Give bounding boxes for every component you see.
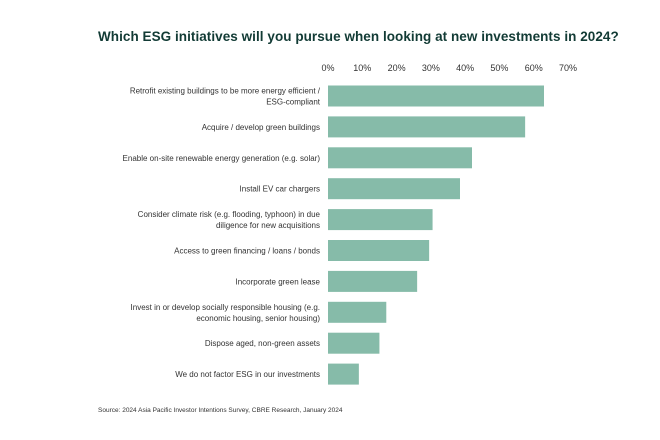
- bar: [328, 209, 433, 231]
- category-label-line: diligence for new acquisitions: [216, 221, 320, 230]
- category-label-line: Consider climate risk (e.g. flooding, ty…: [138, 210, 321, 219]
- category-label-line: economic housing, senior housing): [196, 314, 320, 323]
- x-tick-label: 0%: [321, 63, 334, 73]
- bar: [328, 363, 359, 385]
- x-tick-label: 70%: [559, 63, 577, 73]
- category-label: Dispose aged, non-green assets: [205, 339, 320, 348]
- bar: [328, 301, 387, 323]
- category-label: Acquire / develop green buildings: [202, 123, 320, 132]
- x-tick-label: 20%: [388, 63, 406, 73]
- x-tick-label: 60%: [525, 63, 543, 73]
- category-label-line: Incorporate green lease: [236, 277, 321, 286]
- category-label-line: Dispose aged, non-green assets: [205, 339, 320, 348]
- bar: [328, 116, 526, 138]
- bar: [328, 85, 544, 107]
- bar: [328, 147, 472, 169]
- category-label: Invest in or develop socially responsibl…: [131, 303, 321, 323]
- category-label-line: Retrofit existing buildings to be more e…: [130, 87, 321, 96]
- category-label: Incorporate green lease: [236, 277, 321, 286]
- bar: [328, 332, 380, 354]
- category-label: We do not factor ESG in our investments: [175, 370, 320, 379]
- category-label-line: Install EV car chargers: [240, 185, 320, 194]
- category-label: Consider climate risk (e.g. flooding, ty…: [138, 210, 321, 230]
- x-tick-label: 40%: [456, 63, 474, 73]
- bar: [328, 270, 418, 292]
- x-tick-label: 10%: [353, 63, 371, 73]
- x-tick-label: 30%: [422, 63, 440, 73]
- category-label: Retrofit existing buildings to be more e…: [130, 87, 321, 107]
- chart-title: Which ESG initiatives will you pursue wh…: [98, 29, 619, 44]
- chart-source-note: Source: 2024 Asia Pacific Investor Inten…: [98, 407, 343, 414]
- category-label-line: We do not factor ESG in our investments: [175, 370, 320, 379]
- x-tick-label: 50%: [490, 63, 508, 73]
- category-label-line: Access to green financing / loans / bond…: [174, 247, 320, 256]
- category-label-line: ESG-compliant: [266, 98, 321, 107]
- category-label: Enable on-site renewable energy generati…: [123, 154, 321, 163]
- bar: [328, 178, 460, 200]
- category-label-line: Invest in or develop socially responsibl…: [131, 303, 320, 312]
- category-label-line: Acquire / develop green buildings: [202, 123, 320, 132]
- category-label-line: Enable on-site renewable energy generati…: [123, 154, 321, 163]
- category-label: Access to green financing / loans / bond…: [174, 247, 320, 256]
- category-label: Install EV car chargers: [240, 185, 320, 194]
- bar: [328, 240, 430, 261]
